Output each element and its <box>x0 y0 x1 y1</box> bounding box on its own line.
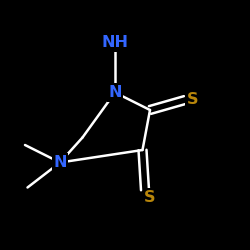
Text: S: S <box>144 190 156 205</box>
Text: N: N <box>53 155 67 170</box>
Text: S: S <box>187 92 198 108</box>
Text: N: N <box>108 85 122 100</box>
Text: NH: NH <box>102 35 128 50</box>
